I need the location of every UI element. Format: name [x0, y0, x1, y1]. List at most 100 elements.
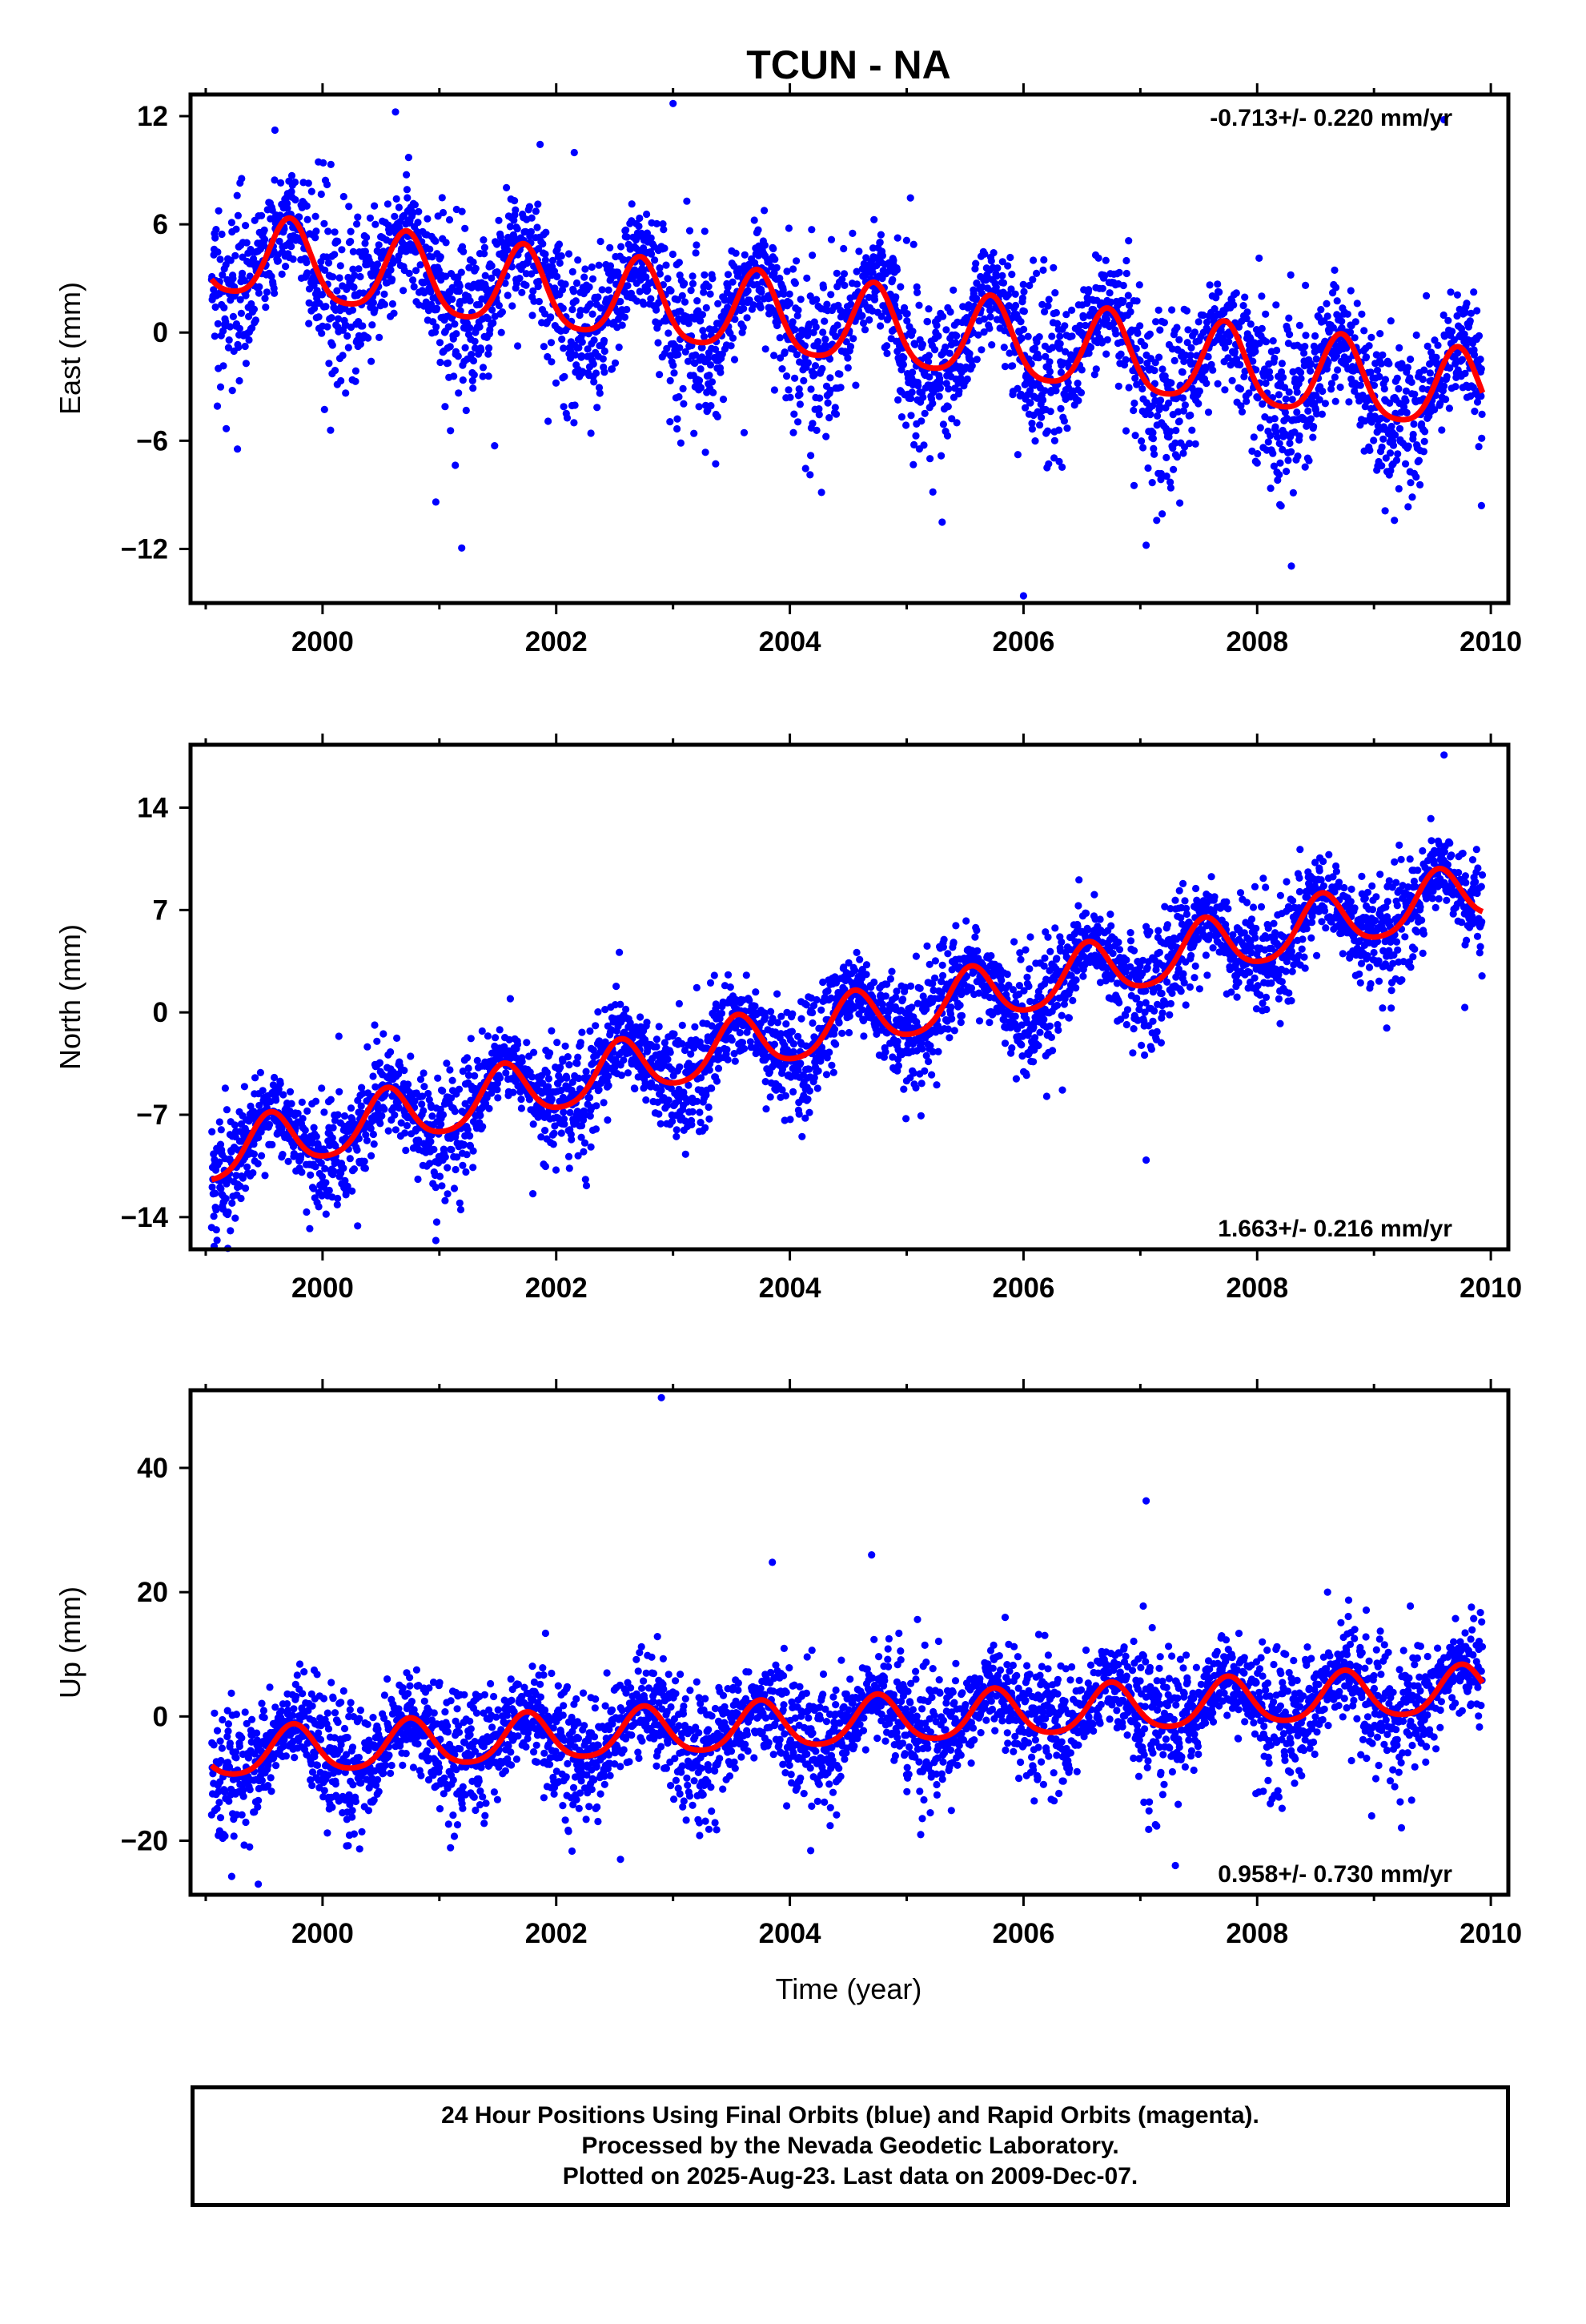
- data-point: [539, 239, 547, 248]
- data-point: [361, 1164, 369, 1172]
- data-point: [547, 339, 556, 347]
- data-point: [1334, 366, 1342, 374]
- data-point: [559, 304, 567, 312]
- data-point: [773, 263, 781, 271]
- data-point: [287, 171, 296, 179]
- data-point: [717, 368, 725, 376]
- data-point: [355, 265, 363, 273]
- data-point: [447, 427, 455, 435]
- data-point: [553, 272, 561, 281]
- data-point: [324, 227, 332, 235]
- data-point: [1115, 268, 1123, 276]
- data-point: [946, 308, 954, 316]
- data-point: [384, 1127, 392, 1135]
- data-point: [1407, 479, 1415, 487]
- data-point: [238, 175, 246, 183]
- data-point: [424, 215, 432, 223]
- data-point: [451, 320, 459, 328]
- data-point: [1166, 484, 1174, 492]
- data-point: [581, 1176, 589, 1184]
- data-point: [375, 241, 383, 249]
- data-point: [1392, 456, 1401, 464]
- outlier-point: [669, 99, 677, 107]
- data-point: [424, 1089, 432, 1098]
- data-point: [347, 237, 355, 246]
- data-point: [1403, 408, 1411, 416]
- data-point: [1279, 373, 1287, 381]
- data-point: [549, 1140, 557, 1148]
- data-point: [366, 214, 374, 222]
- data-point: [464, 1064, 472, 1072]
- data-point: [1307, 415, 1315, 423]
- data-point: [318, 291, 327, 299]
- data-point: [883, 342, 891, 350]
- data-point: [652, 306, 660, 314]
- data-point: [580, 1148, 588, 1156]
- data-point: [587, 429, 595, 437]
- data-point: [701, 271, 709, 279]
- data-point: [1203, 318, 1211, 326]
- data-point: [741, 251, 749, 259]
- data-point: [1057, 404, 1065, 412]
- data-point: [438, 1182, 446, 1190]
- data-point: [481, 271, 489, 279]
- data-point: [606, 243, 614, 251]
- data-point: [268, 1140, 276, 1148]
- data-point: [529, 287, 537, 295]
- data-point: [211, 303, 219, 312]
- data-point: [1136, 322, 1144, 330]
- data-point: [1378, 443, 1386, 452]
- data-point: [380, 1105, 388, 1113]
- data-point: [498, 308, 507, 316]
- data-point: [1150, 367, 1158, 375]
- figure-title: TCUN - NA: [746, 42, 951, 87]
- data-point: [600, 368, 608, 376]
- data-point: [1370, 436, 1378, 444]
- data-point: [1018, 294, 1026, 302]
- data-point: [697, 384, 705, 392]
- data-point: [696, 1108, 704, 1116]
- data-point: [594, 1008, 602, 1016]
- data-point: [432, 1218, 441, 1226]
- data-point: [1236, 385, 1245, 393]
- data-point: [565, 1164, 573, 1172]
- data-point: [592, 1102, 600, 1110]
- data-point: [1273, 346, 1281, 355]
- data-point: [1232, 289, 1240, 297]
- data-point: [719, 396, 728, 404]
- data-point: [598, 286, 606, 294]
- data-point: [250, 1150, 258, 1158]
- data-point: [1469, 384, 1477, 392]
- data-point: [587, 1143, 595, 1151]
- data-point: [1154, 306, 1162, 314]
- data-point: [1135, 281, 1143, 289]
- data-point: [541, 250, 549, 258]
- data-point: [556, 259, 564, 267]
- data-point: [833, 321, 841, 329]
- data-point: [1410, 420, 1418, 428]
- data-point: [378, 1112, 386, 1120]
- data-point: [456, 1199, 464, 1207]
- data-point: [412, 267, 420, 275]
- data-point: [821, 336, 829, 344]
- data-point: [1221, 344, 1229, 352]
- data-point: [347, 1104, 355, 1112]
- data-point: [432, 237, 440, 245]
- data-point: [1395, 344, 1403, 352]
- data-point: [1269, 337, 1277, 345]
- data-point: [814, 338, 822, 346]
- data-point: [287, 187, 295, 195]
- data-point: [593, 404, 601, 412]
- data-point: [1214, 280, 1222, 288]
- data-point: [1017, 318, 1025, 326]
- data-point: [1438, 426, 1446, 434]
- data-point: [552, 379, 560, 387]
- data-point: [528, 214, 536, 222]
- data-point: [1287, 562, 1295, 570]
- data-point: [535, 245, 543, 253]
- data-point: [320, 405, 328, 413]
- data-point: [909, 368, 917, 376]
- data-point: [1376, 330, 1384, 338]
- data-point: [371, 220, 379, 228]
- data-point: [1141, 342, 1149, 350]
